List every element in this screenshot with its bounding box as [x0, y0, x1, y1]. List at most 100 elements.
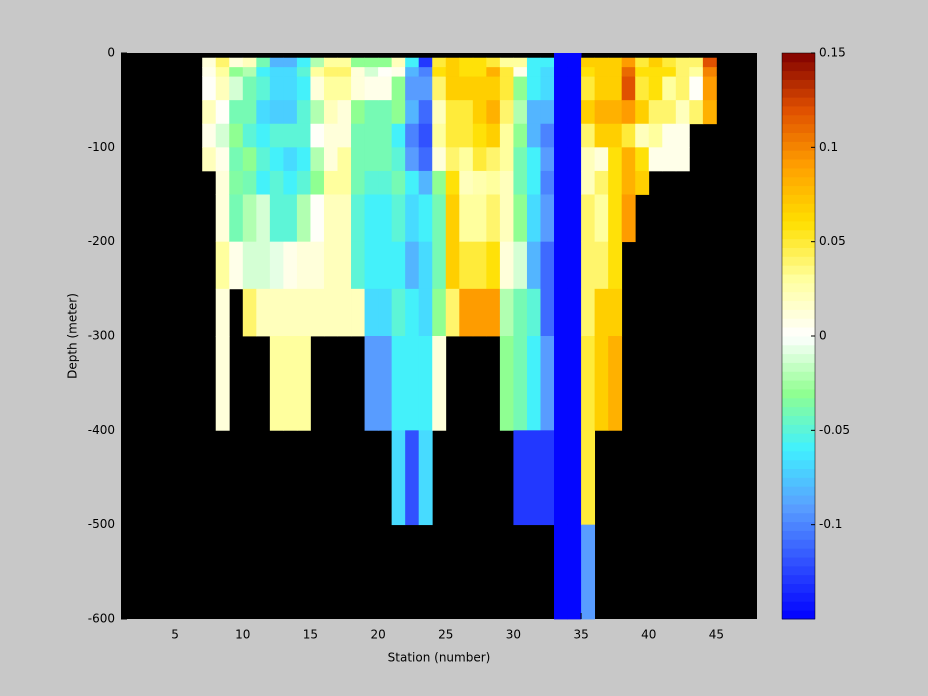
colorbar-swatch [782, 424, 815, 434]
heatmap-cell [472, 194, 487, 243]
heatmap-cell [405, 76, 420, 101]
heatmap-cell [432, 76, 447, 101]
heatmap-cell [310, 170, 325, 195]
heatmap-cell [323, 288, 338, 337]
heatmap-cell [540, 100, 555, 125]
heatmap-cell [648, 147, 663, 172]
colorbar-swatch [782, 583, 815, 593]
heatmap-cell [608, 100, 623, 125]
heatmap-cell [540, 76, 555, 101]
heatmap-cell [323, 100, 338, 125]
heatmap-cell [594, 194, 609, 243]
x-tick-label: 15 [303, 628, 318, 642]
heatmap-cell [378, 288, 393, 337]
heatmap-cell [567, 194, 582, 243]
heatmap-cell [229, 147, 244, 172]
heatmap-cell [662, 123, 677, 148]
heatmap-cell [364, 57, 379, 68]
heatmap-cell [445, 241, 460, 290]
heatmap-cell [526, 100, 541, 125]
heatmap-cell [364, 100, 379, 125]
heatmap-cell [567, 170, 582, 195]
heatmap-cell [202, 147, 217, 172]
heatmap-cell [608, 170, 623, 195]
heatmap-cell [418, 123, 433, 148]
heatmap-cell [296, 147, 311, 172]
heatmap-cell [310, 123, 325, 148]
heatmap-cell [621, 147, 636, 172]
heatmap-cell [554, 123, 568, 148]
heatmap-cell [364, 336, 379, 431]
colorbar-swatch [782, 247, 815, 257]
heatmap-cell [621, 194, 636, 243]
heatmap-cell [635, 67, 650, 77]
heatmap-cell [391, 430, 406, 526]
heatmap-cell [526, 430, 541, 526]
heatmap-cell [337, 100, 352, 125]
heatmap-cell [486, 76, 501, 101]
heatmap-cell [215, 57, 230, 68]
heatmap-cell [513, 67, 528, 77]
heatmap-cell [269, 288, 284, 337]
heatmap-cell [405, 147, 420, 172]
heatmap-cell [526, 194, 541, 243]
heatmap-cell [526, 336, 541, 431]
heatmap-cell [459, 76, 474, 101]
heatmap-cell [581, 336, 596, 431]
heatmap-cell [310, 57, 325, 68]
heatmap-cell [689, 67, 704, 77]
colorbar-swatch [782, 238, 815, 248]
heatmap-cell [486, 67, 501, 77]
heatmap-cell [256, 67, 271, 77]
heatmap-cell [513, 100, 528, 125]
heatmap-cell [513, 336, 528, 431]
heatmap-cell [540, 170, 555, 195]
heatmap-cell [581, 123, 596, 148]
colorbar-swatch [782, 256, 815, 266]
heatmap-cell [432, 57, 447, 68]
heatmap-cell [486, 123, 501, 148]
y-axis-label: Depth (meter) [66, 293, 80, 379]
heatmap-cell [296, 194, 311, 243]
heatmap-cell [432, 170, 447, 195]
heatmap-cell [554, 147, 568, 172]
x-tick-label: 30 [506, 628, 521, 642]
colorbar-swatch [782, 530, 815, 540]
heatmap-cell [608, 336, 623, 431]
colorbar-tick-label: 0 [819, 329, 827, 343]
heatmap-cell [459, 57, 474, 68]
heatmap-cell [675, 100, 690, 125]
heatmap-cell [432, 194, 447, 243]
colorbar-swatch [782, 229, 815, 240]
colorbar-swatch [782, 150, 815, 160]
colorbar-swatch [782, 610, 815, 620]
heatmap-cell [215, 170, 230, 195]
heatmap-cell [554, 524, 568, 620]
colorbar-swatch [782, 300, 815, 310]
heatmap-cell [581, 241, 596, 290]
heatmap-cell [215, 194, 230, 243]
heatmap-cell [242, 147, 257, 172]
heatmap-cell [472, 241, 487, 290]
heatmap-cell [675, 147, 690, 172]
heatmap-cell [702, 57, 717, 68]
heatmap-cell [391, 336, 406, 431]
heatmap-cell [323, 194, 338, 243]
colorbar-swatch [782, 592, 815, 602]
heatmap-cell [513, 288, 528, 337]
heatmap-cell [229, 57, 244, 68]
heatmap-cell [283, 147, 298, 172]
colorbar-swatch [782, 371, 815, 381]
heatmap-cell [242, 288, 257, 337]
colorbar-swatch [782, 353, 815, 363]
heatmap-cell [310, 147, 325, 172]
heatmap-cell [242, 100, 257, 125]
heatmap-cell [662, 76, 677, 101]
heatmap-cell [621, 170, 636, 195]
colorbar-swatch [782, 380, 815, 390]
heatmap-cell [513, 194, 528, 243]
heatmap-cell [269, 241, 284, 290]
heatmap-cell [540, 336, 555, 431]
heatmap-cell [662, 67, 677, 77]
heatmap-cell [391, 288, 406, 337]
